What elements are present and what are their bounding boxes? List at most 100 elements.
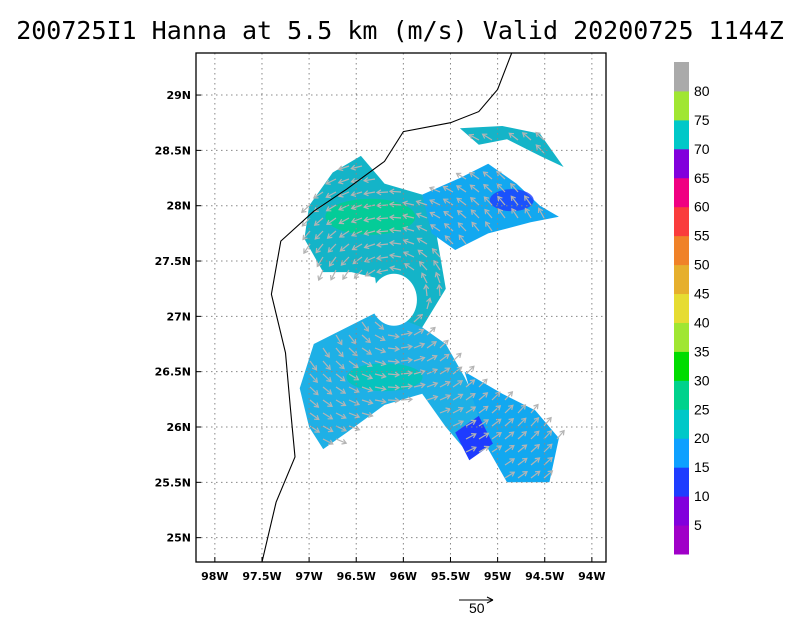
wind-vector: [348, 399, 360, 406]
wind-vector: [374, 386, 386, 390]
wind-vector-head: [483, 183, 489, 190]
wind-vector: [338, 191, 350, 197]
wind-vector-head: [508, 431, 515, 437]
wind-vector-head: [394, 358, 401, 365]
wind-vector: [390, 242, 402, 245]
storm-eye: [370, 273, 417, 326]
wind-vector: [361, 334, 371, 343]
wind-vector: [439, 339, 449, 349]
wind-vector-head: [363, 229, 370, 236]
wind-vector-head: [339, 246, 346, 252]
wind-vector: [348, 360, 359, 368]
wind-vector: [348, 412, 360, 418]
coastline: [261, 53, 513, 562]
wind-vector-head: [419, 355, 426, 362]
wind-vector: [389, 203, 402, 206]
wind-vector: [352, 256, 363, 265]
wind-vector: [510, 195, 519, 206]
colorbar-swatch: [674, 496, 689, 526]
wind-swath: [459, 126, 564, 167]
wind-vector-head: [388, 252, 395, 259]
wind-vector: [457, 222, 467, 232]
wind-vector: [335, 412, 347, 419]
wind-vector: [432, 248, 441, 258]
wind-vector-head: [367, 386, 374, 393]
wind-vector: [335, 360, 345, 370]
wind-vector-head: [380, 347, 387, 354]
wind-vector-head: [330, 275, 336, 281]
colorbar-label: 60: [694, 199, 710, 215]
wind-vector-head: [354, 387, 360, 393]
wind-vector-head: [436, 283, 443, 290]
wind-vector: [471, 222, 480, 232]
wind-vector-head: [456, 352, 462, 359]
x-tick-label: 96.5W: [337, 570, 376, 583]
wind-vector-head: [341, 439, 348, 445]
wind-vector: [400, 385, 413, 388]
wind-vector-head: [301, 221, 308, 227]
x-tick-label: 95W: [484, 570, 511, 583]
wind-vector-head: [367, 374, 374, 380]
wind-vector: [456, 185, 467, 193]
wind-vector: [496, 183, 506, 193]
wind-vector-head: [534, 457, 541, 463]
wind-vector-head: [325, 364, 331, 371]
colorbar-label: 5: [694, 517, 702, 533]
wind-vector: [348, 386, 360, 393]
wind-vector: [429, 199, 441, 206]
wind-vector: [430, 212, 441, 219]
wind-vector: [483, 171, 493, 180]
colorbar-swatch: [674, 148, 689, 179]
wind-vector: [387, 399, 400, 402]
wind-vector: [313, 191, 324, 199]
colorbar-label: 10: [694, 488, 710, 504]
wind-vector: [335, 386, 346, 394]
wind-vector: [452, 393, 463, 401]
wind-vector-head: [443, 223, 450, 229]
wind-vector-head: [429, 224, 436, 230]
wind-vector: [322, 438, 334, 445]
wind-vector: [443, 211, 454, 219]
wind-vector: [478, 432, 489, 440]
wind-vector-head: [339, 376, 346, 382]
wind-vector-head: [353, 362, 359, 369]
wind-vector: [351, 204, 363, 210]
colorbar-label: 50: [694, 257, 710, 273]
wind-vector: [309, 360, 317, 371]
wind-vector: [335, 334, 343, 345]
colorbar-swatch: [674, 264, 689, 295]
wind-vector: [364, 217, 376, 222]
wind-vector: [416, 213, 428, 219]
wind-vector-head: [471, 446, 477, 452]
wind-vector: [452, 407, 464, 414]
wind-vector-head: [469, 379, 476, 385]
wind-vector-head: [485, 221, 491, 227]
wind-vector-head: [433, 259, 439, 266]
wind-vector-head: [407, 370, 414, 377]
wind-vector: [374, 334, 385, 341]
x-axis: 98W 97.5W 97W 96.5W 96W 95.5W 95W 94.5W 94W: [201, 557, 606, 583]
wind-vector-head: [403, 263, 410, 269]
wind-vector: [322, 347, 330, 358]
wind-vector: [301, 204, 311, 213]
wind-vector: [517, 444, 527, 453]
wind-vector: [510, 183, 519, 193]
wind-vector-head: [429, 199, 435, 205]
wind-vector: [478, 392, 488, 401]
wind-vector: [374, 347, 386, 353]
wind-vector: [335, 373, 346, 382]
wind-vector: [338, 178, 350, 184]
wind-vector: [361, 347, 372, 355]
reference-vector: 50: [459, 596, 494, 616]
y-tick-label: 26.5N: [155, 366, 191, 379]
wind-vector-head: [481, 133, 488, 139]
wind-vector: [390, 254, 402, 258]
wind-vector-head: [533, 403, 539, 410]
wind-vector: [439, 394, 451, 401]
wind-vector: [364, 204, 376, 208]
wind-vector-head: [469, 365, 475, 372]
wind-vector: [443, 186, 454, 193]
wind-vector: [465, 379, 475, 388]
wind-vector-head: [381, 372, 387, 379]
wind-vector-head: [327, 426, 334, 433]
